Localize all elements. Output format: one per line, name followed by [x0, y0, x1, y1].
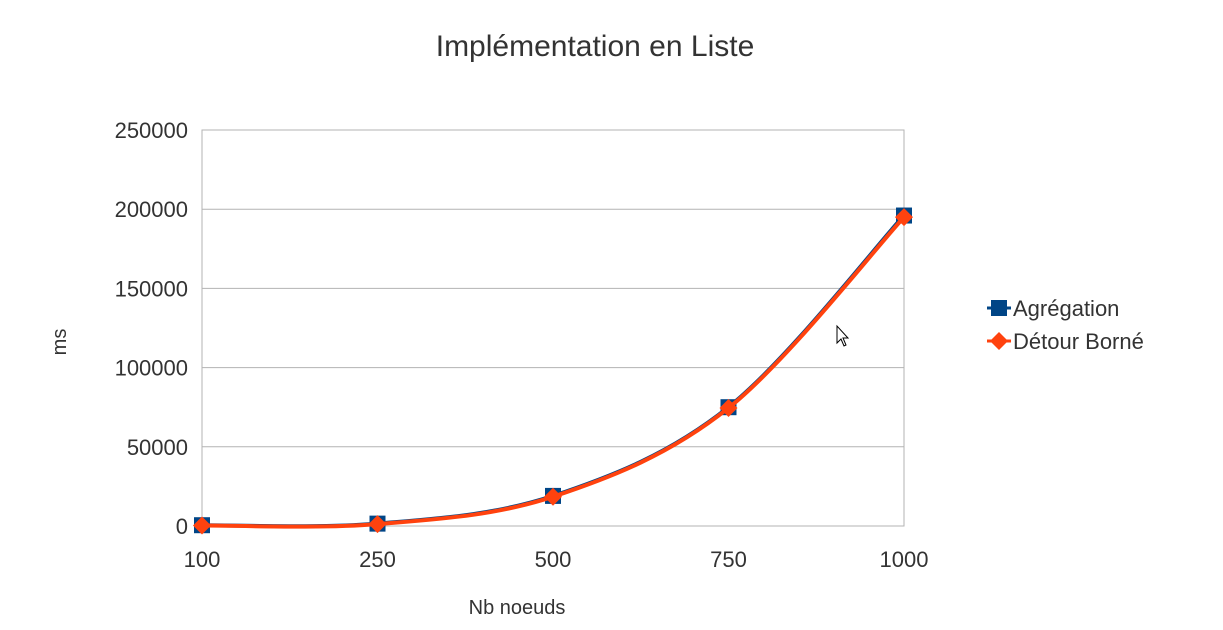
chart-title: Implémentation en Liste: [436, 30, 755, 63]
y-tick-label: 50000: [127, 435, 188, 460]
y-axis: 0 50000 100000 150000 200000 250000: [115, 118, 188, 539]
data-point: [368, 515, 387, 534]
x-tick-label: 750: [710, 547, 747, 572]
series-line: [201, 215, 906, 529]
x-axis: 100 250 500 750 1000: [184, 547, 929, 572]
data-point: [719, 398, 738, 417]
gridlines: [202, 129, 904, 527]
y-tick-label: 200000: [115, 197, 188, 222]
x-tick-label: 250: [359, 547, 396, 572]
x-tick-label: 1000: [880, 547, 929, 572]
y-tick-label: 0: [176, 514, 188, 539]
legend-label: Agrégation: [1013, 296, 1119, 321]
legend-label: Détour Borné: [1013, 329, 1144, 354]
data-point: [544, 487, 562, 506]
x-tick-label: 500: [535, 547, 572, 572]
legend: Agrégation Détour Borné: [987, 296, 1144, 354]
legend-item: Détour Borné: [987, 329, 1144, 354]
y-tick-label: 250000: [115, 118, 188, 143]
data-point: [895, 208, 913, 227]
y-axis-label: ms: [49, 329, 71, 356]
legend-marker: [990, 332, 1008, 350]
x-axis-label: Nb noeuds: [469, 597, 566, 619]
series-2: [193, 208, 913, 535]
legend-item: Agrégation: [987, 296, 1119, 321]
series-line: [201, 214, 906, 529]
series-1: [194, 207, 912, 534]
y-tick-label: 150000: [115, 276, 188, 301]
y-tick-label: 100000: [115, 356, 188, 381]
mouse-pointer-icon: [836, 324, 850, 347]
data-point: [193, 516, 211, 535]
x-tick-label: 100: [184, 547, 221, 572]
plot-area: [201, 129, 905, 527]
legend-marker: [991, 300, 1007, 316]
series-group: [193, 207, 913, 535]
